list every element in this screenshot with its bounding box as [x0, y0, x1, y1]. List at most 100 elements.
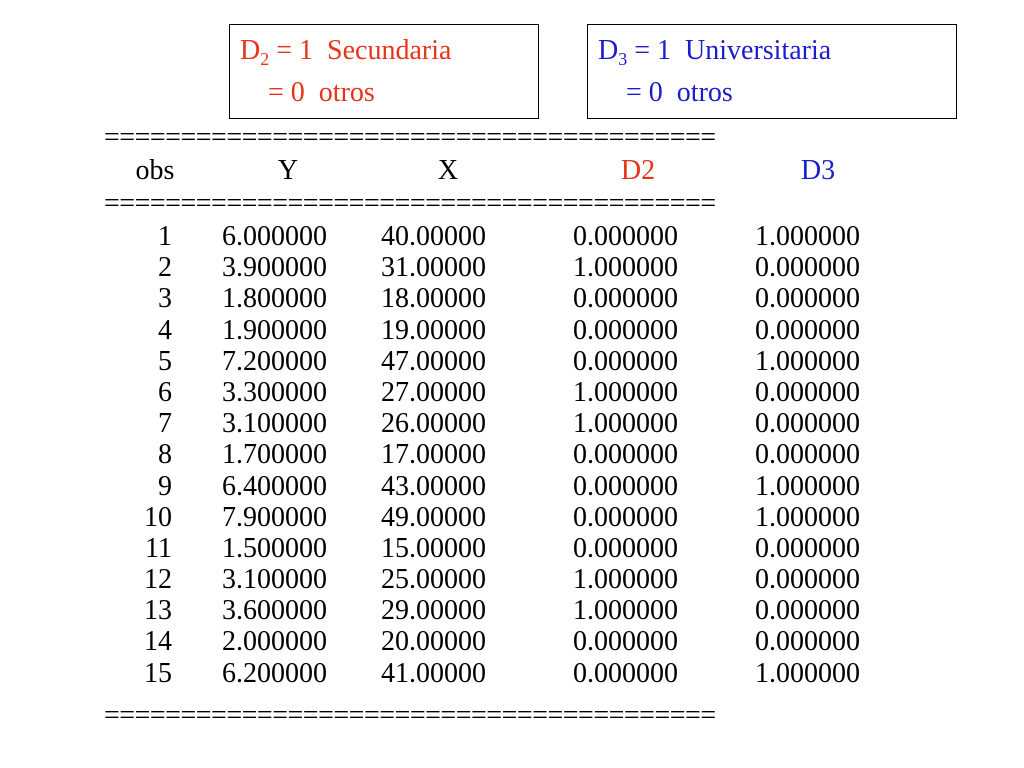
cell-obs: 11 [145, 532, 172, 564]
table-row: 2 3.900000 31.00000 1.000000 0.000000 [0, 252, 1024, 283]
cell-obs: 5 [158, 345, 172, 377]
cell-y: 1.900000 [222, 314, 327, 346]
table-row: 12 3.100000 25.00000 1.000000 0.000000 [0, 564, 1024, 595]
cell-d2: 1.000000 [573, 376, 678, 408]
table-row: 11 1.500000 15.00000 0.000000 0.000000 [0, 533, 1024, 564]
cell-obs: 4 [158, 314, 172, 346]
cell-d2: 0.000000 [573, 283, 678, 315]
cell-y: 6.400000 [222, 470, 327, 502]
cell-obs: 12 [144, 564, 172, 596]
header-d2: D2 [620, 155, 656, 186]
cell-obs: 10 [144, 501, 172, 533]
cell-d2: 0.000000 [573, 345, 678, 377]
cell-x: 15.00000 [381, 532, 486, 564]
legend-d3-var: D [598, 35, 619, 66]
cell-d3: 1.000000 [755, 470, 860, 502]
cell-y: 6.200000 [222, 657, 327, 689]
table-row: 14 2.000000 20.00000 0.000000 0.000000 [0, 626, 1024, 657]
cell-obs: 15 [144, 657, 172, 689]
table-row: 6 3.300000 27.00000 1.000000 0.000000 [0, 377, 1024, 408]
table-row: 13 3.600000 29.00000 1.000000 0.000000 [0, 595, 1024, 626]
rule-middle: ======================================== [104, 190, 716, 218]
legend-d3-line1: D3 = 1 Universitaria [598, 35, 831, 69]
header-obs: obs [135, 155, 175, 186]
cell-d2: 0.000000 [573, 501, 678, 533]
cell-y: 1.500000 [222, 532, 327, 564]
rule-bottom: ======================================== [104, 702, 716, 730]
cell-y: 6.000000 [222, 221, 327, 252]
table-row: 7 3.100000 26.00000 1.000000 0.000000 [0, 408, 1024, 439]
cell-d3: 1.000000 [755, 345, 860, 377]
cell-d2: 0.000000 [573, 657, 678, 689]
cell-obs: 3 [158, 283, 172, 315]
cell-d3: 0.000000 [755, 283, 860, 315]
cell-x: 31.00000 [381, 252, 486, 284]
cell-x: 49.00000 [381, 501, 486, 533]
cell-d3: 0.000000 [755, 408, 860, 440]
legend-d2-line1: D2 = 1 Secundaria [240, 35, 452, 69]
cell-d2: 0.000000 [573, 626, 678, 658]
cell-d3: 0.000000 [755, 626, 860, 658]
table-row: 1 6.000000 40.00000 0.000000 1.000000 [0, 221, 1024, 252]
legend-d3-sub: 3 [618, 49, 628, 69]
cell-obs: 2 [158, 252, 172, 284]
cell-y: 2.000000 [222, 626, 327, 658]
cell-d2: 1.000000 [573, 564, 678, 596]
cell-d3: 0.000000 [755, 532, 860, 564]
cell-x: 27.00000 [381, 376, 486, 408]
legend-d2-var: D [240, 35, 261, 66]
cell-d3: 0.000000 [755, 252, 860, 284]
header-y: Y [277, 155, 299, 186]
cell-y: 3.100000 [222, 408, 327, 440]
cell-obs: 7 [158, 408, 172, 440]
cell-d2: 0.000000 [573, 221, 678, 252]
cell-d2: 0.000000 [573, 532, 678, 564]
cell-d3: 0.000000 [755, 376, 860, 408]
table-row: 8 1.700000 17.00000 0.000000 0.000000 [0, 439, 1024, 470]
cell-x: 41.00000 [381, 657, 486, 689]
cell-y: 3.900000 [222, 252, 327, 284]
cell-x: 29.00000 [381, 595, 486, 627]
rule-top: ======================================== [104, 124, 716, 152]
cell-x: 26.00000 [381, 408, 486, 440]
cell-obs: 9 [158, 470, 172, 502]
cell-x: 47.00000 [381, 345, 486, 377]
cell-d2: 0.000000 [573, 314, 678, 346]
cell-d2: 0.000000 [573, 439, 678, 471]
table-row: 9 6.400000 43.00000 0.000000 1.000000 [0, 471, 1024, 502]
legend-d2-line2: = 0 otros [268, 77, 375, 108]
cell-obs: 1 [158, 221, 172, 252]
cell-x: 18.00000 [381, 283, 486, 315]
cell-x: 19.00000 [381, 314, 486, 346]
table-row: 15 6.200000 41.00000 0.000000 1.000000 [0, 658, 1024, 689]
data-table-body: 1 6.000000 40.00000 0.000000 1.000000 2 3.9000… [0, 221, 1024, 689]
cell-y: 3.300000 [222, 376, 327, 408]
cell-d3: 1.000000 [755, 221, 860, 252]
cell-x: 20.00000 [381, 626, 486, 658]
header-x: X [437, 155, 459, 186]
cell-d2: 1.000000 [573, 252, 678, 284]
table-row: 4 1.900000 19.00000 0.000000 0.000000 [0, 315, 1024, 346]
cell-y: 3.100000 [222, 564, 327, 596]
table-row: 3 1.800000 18.00000 0.000000 0.000000 [0, 283, 1024, 314]
legend-d3-line2: = 0 otros [626, 77, 733, 108]
cell-obs: 14 [144, 626, 172, 658]
cell-d3: 0.000000 [755, 314, 860, 346]
cell-x: 17.00000 [381, 439, 486, 471]
cell-y: 1.800000 [222, 283, 327, 315]
cell-d3: 1.000000 [755, 657, 860, 689]
cell-d2: 1.000000 [573, 595, 678, 627]
cell-d3: 1.000000 [755, 501, 860, 533]
cell-obs: 13 [144, 595, 172, 627]
legend-d2-definition: = 1 Secundaria [269, 35, 452, 66]
table-row: 10 7.900000 49.00000 0.000000 1.000000 [0, 502, 1024, 533]
cell-y: 7.200000 [222, 345, 327, 377]
legend-box-d3: D3 = 1 Universitaria = 0 otros [587, 24, 957, 119]
cell-obs: 8 [158, 439, 172, 471]
cell-y: 1.700000 [222, 439, 327, 471]
cell-d3: 0.000000 [755, 564, 860, 596]
cell-y: 3.600000 [222, 595, 327, 627]
cell-x: 43.00000 [381, 470, 486, 502]
cell-d3: 0.000000 [755, 439, 860, 471]
table-row: 5 7.200000 47.00000 0.000000 1.000000 [0, 346, 1024, 377]
